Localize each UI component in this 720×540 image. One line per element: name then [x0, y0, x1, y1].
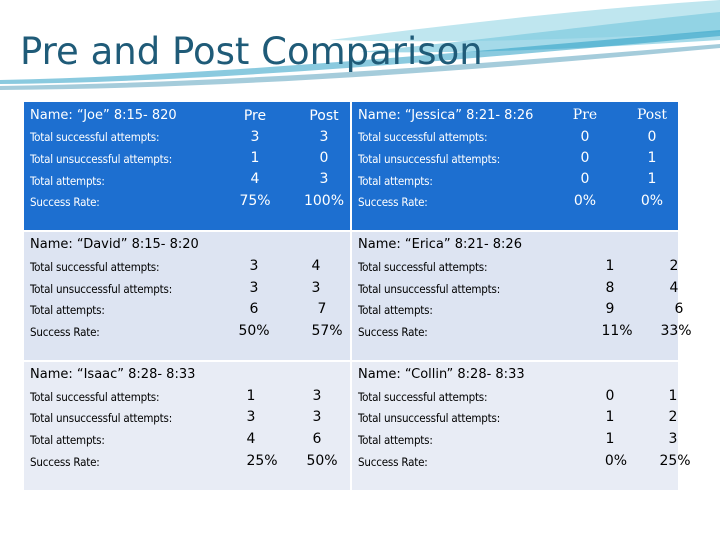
label-total: Total attempts:: [30, 174, 105, 188]
pre-value: 1: [605, 258, 615, 274]
student-name: Name: “David” 8:15- 8:20: [30, 237, 199, 252]
pre-value: 75%: [239, 193, 271, 209]
label-total: Total attempts:: [358, 174, 433, 188]
post-value: 0%: [640, 193, 664, 209]
label-unsuccessful: Total unsuccessful attempts:: [30, 152, 172, 166]
post-value: 1: [647, 150, 657, 166]
label-successful: Total successful attempts:: [30, 260, 160, 274]
pre-value: 0: [580, 150, 590, 166]
student-card-joe: Name: “Joe” 8:15- 820 Pre Post Total suc…: [24, 102, 350, 230]
post-value: 0: [319, 150, 329, 166]
post-value: 1: [668, 388, 678, 404]
label-unsuccessful: Total unsuccessful attempts:: [358, 411, 500, 425]
post-value: 1: [647, 171, 657, 187]
label-total: Total attempts:: [358, 303, 433, 317]
post-value: 3: [319, 171, 329, 187]
post-value: 6: [312, 431, 322, 447]
pre-value: 3: [250, 129, 260, 145]
label-unsuccessful: Total unsuccessful attempts:: [358, 152, 500, 166]
label-successful: Total successful attempts:: [358, 130, 488, 144]
student-name: Name: “Jessica” 8:21- 8:26: [358, 108, 534, 123]
post-value: 3: [312, 409, 322, 425]
pre-value: 1: [605, 409, 615, 425]
student-card-erica: Name: “Erica” 8:21- 8:26 Total successfu…: [352, 232, 692, 360]
post-value: 4: [311, 258, 321, 274]
post-value: 2: [669, 258, 679, 274]
label-rate: Success Rate:: [30, 325, 100, 339]
pre-value: 1: [250, 150, 260, 166]
label-rate: Success Rate:: [358, 325, 428, 339]
student-card-collin: Name: “Collin” 8:28- 8:33 Total successf…: [352, 362, 691, 490]
pre-value: 3: [249, 280, 259, 296]
student-name: Name: “Isaac” 8:28- 8:33: [30, 367, 196, 382]
pre-value: 25%: [246, 453, 278, 469]
post-value: 3: [311, 280, 321, 296]
student-name: Name: “Joe” 8:15- 820: [30, 108, 177, 123]
label-rate: Success Rate:: [30, 455, 100, 469]
post-value: 0: [647, 129, 657, 145]
header-swoosh-decoration: [0, 0, 720, 90]
pre-value: 9: [605, 301, 615, 317]
pre-header: Pre: [572, 107, 598, 123]
pre-value: 6: [249, 301, 259, 317]
student-card-jessica: Name: “Jessica” 8:21- 8:26 Pre Post Tota…: [352, 102, 678, 230]
post-value: 3: [319, 129, 329, 145]
pre-value: 11%: [601, 323, 633, 339]
post-value: 57%: [311, 323, 343, 339]
comparison-grid: Name: “Joe” 8:15- 820 Pre Post Total suc…: [24, 102, 692, 490]
student-name: Name: “Collin” 8:28- 8:33: [358, 367, 525, 382]
post-header: Post: [309, 108, 339, 124]
label-rate: Success Rate:: [30, 195, 100, 209]
label-rate: Success Rate:: [358, 195, 428, 209]
label-total: Total attempts:: [30, 303, 105, 317]
post-value: 6: [674, 301, 684, 317]
student-card-isaac: Name: “Isaac” 8:28- 8:33 Total successfu…: [24, 362, 350, 490]
label-successful: Total successful attempts:: [30, 390, 160, 404]
student-name: Name: “Erica” 8:21- 8:26: [358, 237, 522, 252]
label-total: Total attempts:: [358, 433, 433, 447]
pre-value: 3: [246, 409, 256, 425]
label-successful: Total successful attempts:: [30, 130, 160, 144]
pre-value: 3: [249, 258, 259, 274]
label-unsuccessful: Total unsuccessful attempts:: [358, 282, 500, 296]
post-value: 2: [668, 409, 678, 425]
post-value: 50%: [306, 453, 338, 469]
post-value: 25%: [659, 453, 691, 469]
pre-value: 4: [250, 171, 260, 187]
pre-value: 8: [605, 280, 615, 296]
post-value: 3: [668, 431, 678, 447]
pre-header: Pre: [243, 108, 267, 124]
page-title: Pre and Post Comparison: [20, 30, 483, 73]
label-unsuccessful: Total unsuccessful attempts:: [30, 411, 172, 425]
pre-value: 0%: [604, 453, 628, 469]
label-total: Total attempts:: [30, 433, 105, 447]
label-successful: Total successful attempts:: [358, 390, 488, 404]
pre-value: 1: [246, 388, 256, 404]
label-successful: Total successful attempts:: [358, 260, 488, 274]
pre-value: 0: [580, 129, 590, 145]
student-card-david: Name: “David” 8:15- 8:20 Total successfu…: [24, 232, 350, 360]
post-value: 100%: [303, 193, 345, 209]
pre-value: 0: [580, 171, 590, 187]
pre-value: 1: [605, 431, 615, 447]
label-rate: Success Rate:: [358, 455, 428, 469]
post-value: 7: [317, 301, 327, 317]
pre-value: 0%: [573, 193, 597, 209]
pre-value: 4: [246, 431, 256, 447]
post-value: 33%: [660, 323, 692, 339]
post-value: 4: [669, 280, 679, 296]
pre-value: 0: [605, 388, 615, 404]
pre-value: 50%: [238, 323, 270, 339]
post-header: Post: [636, 107, 668, 123]
post-value: 3: [312, 388, 322, 404]
label-unsuccessful: Total unsuccessful attempts:: [30, 282, 172, 296]
